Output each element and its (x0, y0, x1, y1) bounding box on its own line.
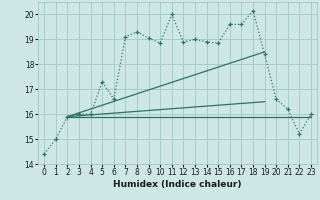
X-axis label: Humidex (Indice chaleur): Humidex (Indice chaleur) (113, 180, 242, 189)
